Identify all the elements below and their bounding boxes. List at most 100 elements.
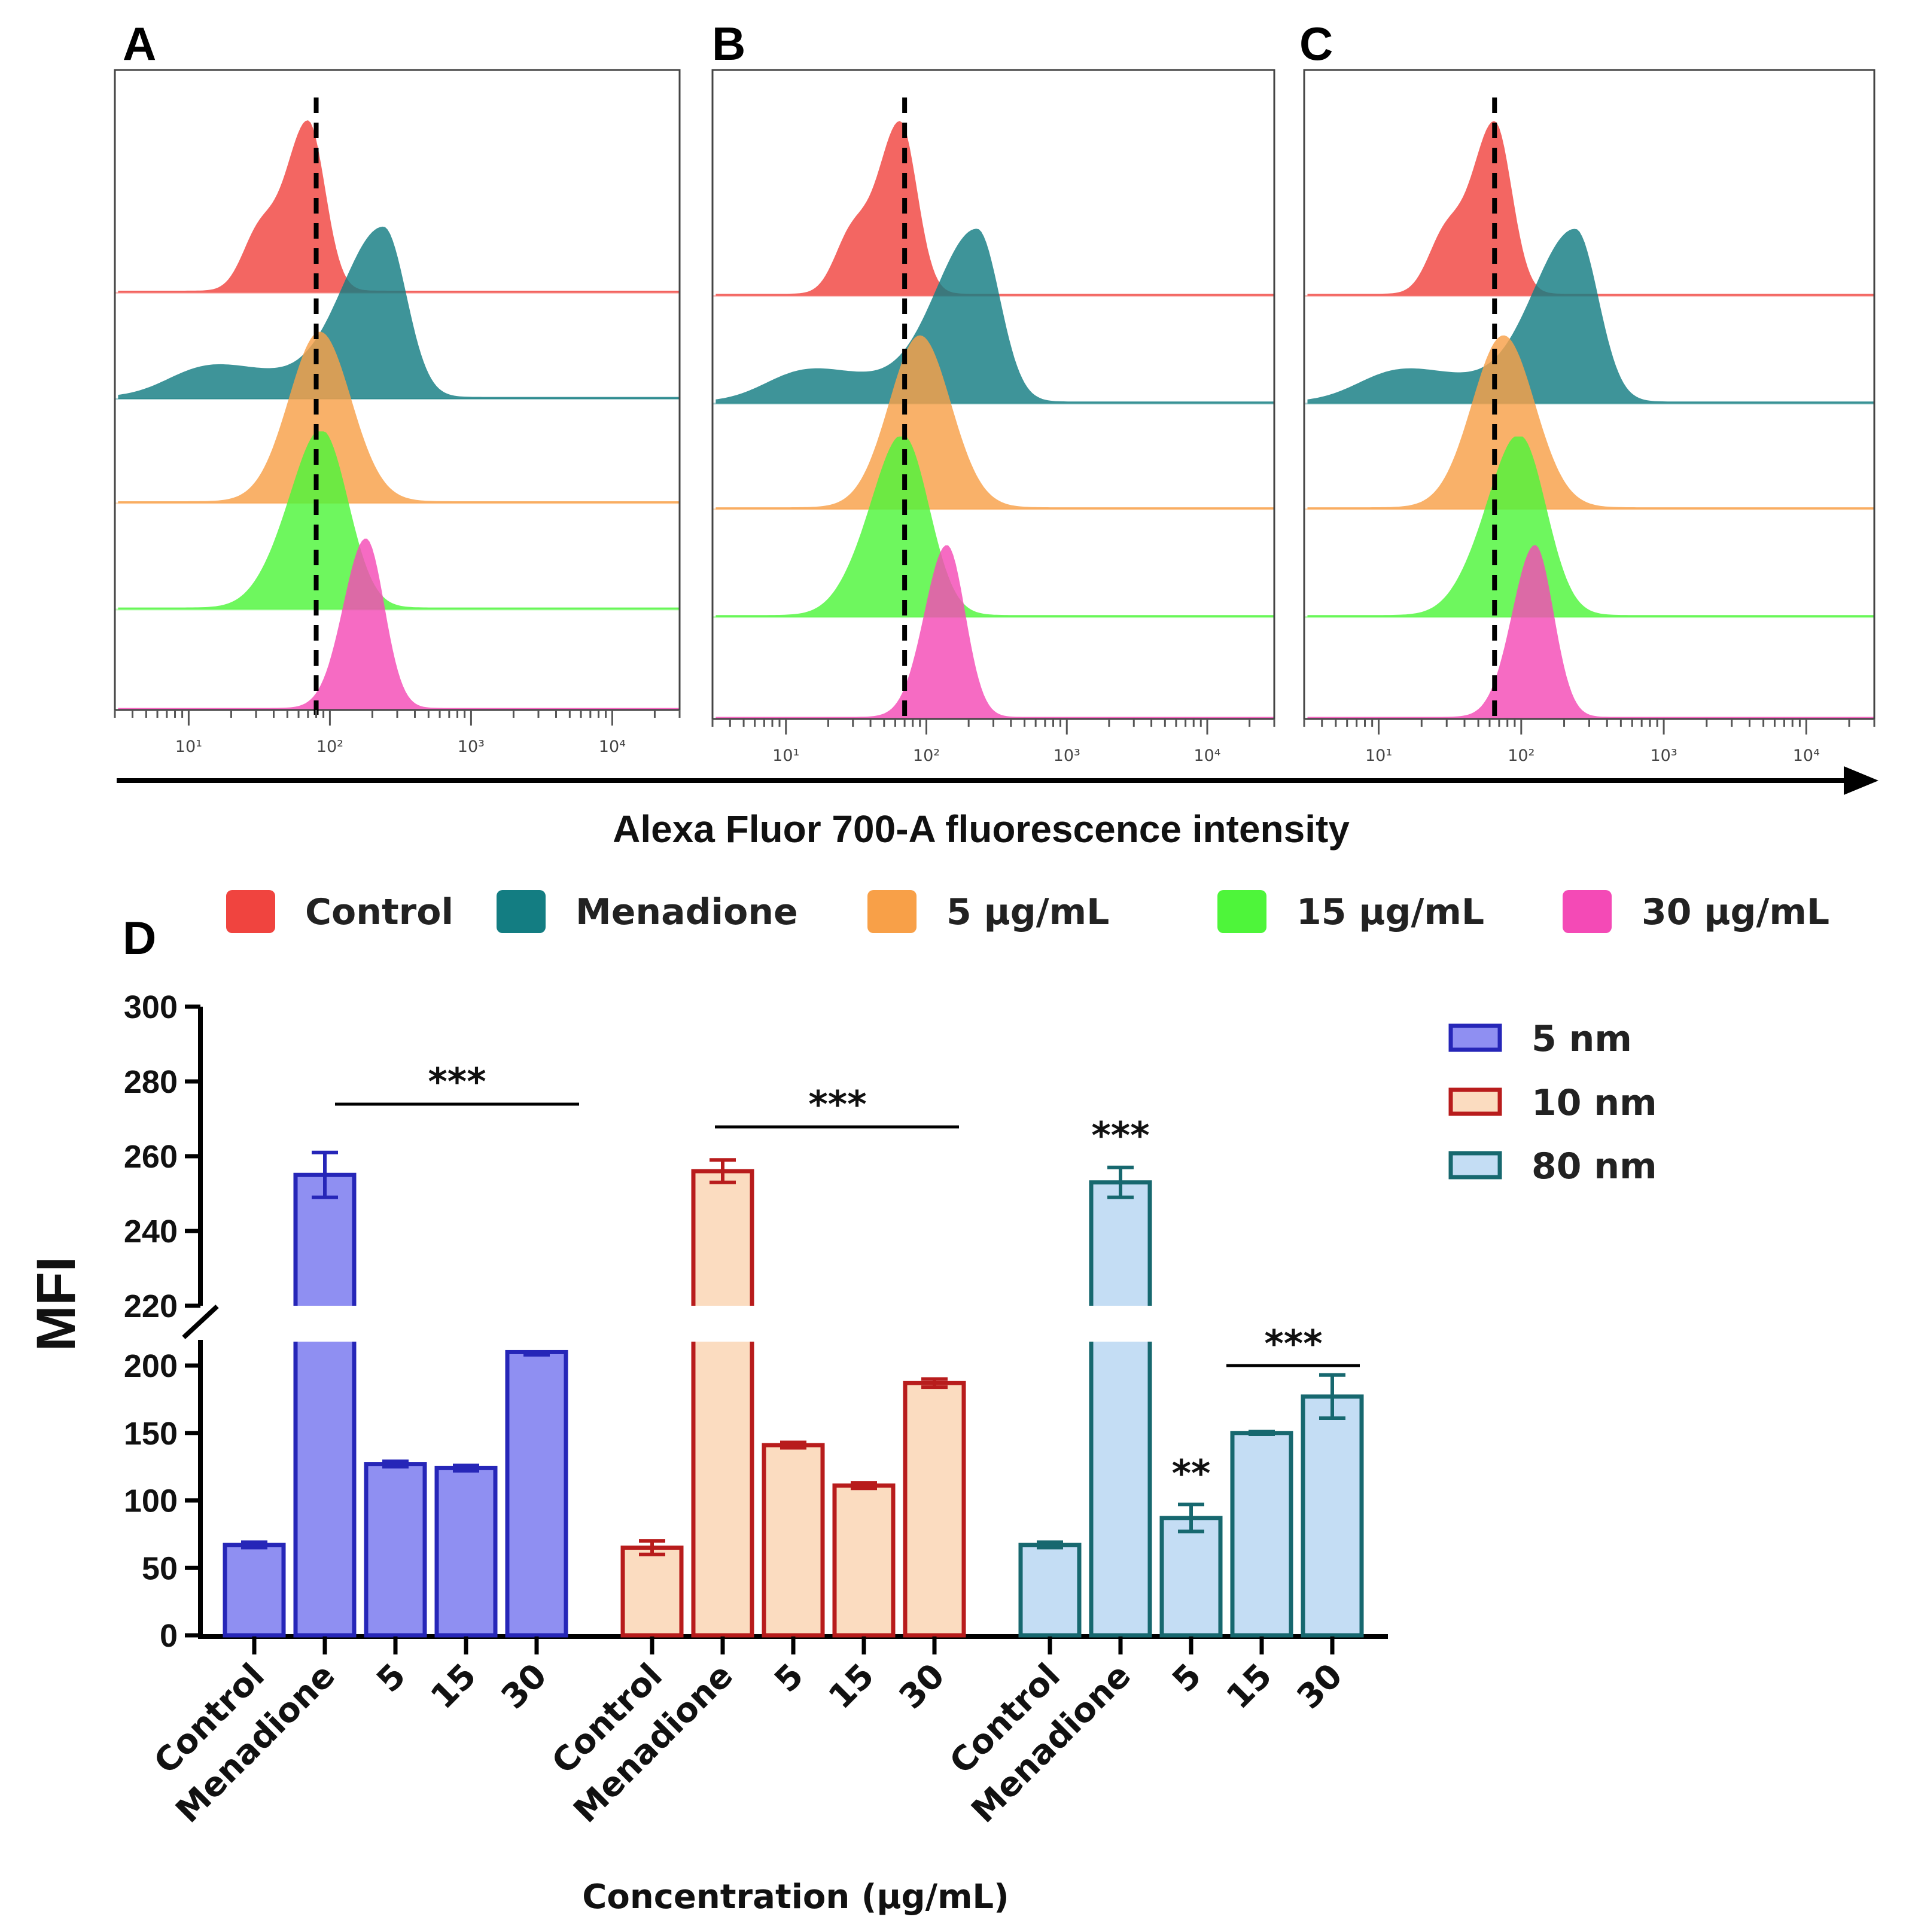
x-tick-label: 10¹ (772, 746, 799, 765)
histogram-menadione (1307, 228, 1874, 404)
bar-legend-label: 5 nm (1532, 1018, 1632, 1060)
y-tick-label: 280 (124, 1064, 178, 1100)
x-category-label: 5 (767, 1656, 811, 1701)
legend-swatch (1217, 890, 1266, 933)
axis-break-mark (182, 1305, 219, 1339)
bar (505, 1349, 568, 1638)
histogram-control (118, 120, 680, 293)
panel-label: B (712, 17, 745, 70)
x-tick-label: 10³ (458, 738, 485, 756)
legend-swatch (1563, 890, 1612, 933)
significance-annotation: *** (1091, 1114, 1149, 1157)
y-tick-label: 50 (142, 1550, 178, 1586)
bar-legend-swatch (1448, 1151, 1502, 1180)
bar (293, 1172, 357, 1638)
bar-axis-break-gap (1088, 1306, 1153, 1342)
bar-axis-break-gap (690, 1306, 756, 1342)
shared-x-axis-title: Alexa Fluor 700-A fluorescence intensity (613, 807, 1350, 851)
x-tick-label: 10² (1508, 746, 1534, 765)
histogram-15-g-ml (715, 436, 1274, 617)
y-tick-label: 220 (124, 1288, 178, 1324)
bar-legend-label: 10 nm (1532, 1082, 1657, 1124)
panel-label: D (123, 912, 156, 964)
bar (620, 1545, 684, 1638)
y-tick-label: 150 (124, 1416, 178, 1452)
legend-item: Menadione (497, 890, 798, 933)
x-tick-label: 10² (913, 746, 940, 765)
significance-stars: ** (1172, 1452, 1211, 1495)
x-tick-label: 10¹ (1365, 746, 1392, 765)
legend-label: 30 μg/mL (1642, 891, 1829, 933)
legend-label: Menadione (576, 891, 798, 933)
x-tick-label: 10³ (1054, 746, 1080, 765)
significance-stars: *** (428, 1060, 486, 1104)
panel-label: A (123, 17, 156, 70)
significance-annotation: *** (1226, 1322, 1360, 1367)
x-tick-label: 10² (316, 738, 343, 756)
histogram-panels: A 10¹ 10² 10³ 10⁴ B 10¹ 10² 10³ 10⁴ C 10¹ 10² 10³ 10⁴ (114, 17, 1875, 765)
legend-label: 15 μg/mL (1296, 891, 1484, 933)
bar-legend-item: 80 nm (1448, 1145, 1657, 1187)
legend-item: 15 μg/mL (1217, 890, 1484, 933)
significance-stars: *** (808, 1083, 866, 1126)
x-category-label: 5 (369, 1656, 413, 1701)
histogram-30-g-ml (118, 538, 680, 710)
x-category-label: 30 (1290, 1656, 1350, 1717)
bar (762, 1443, 825, 1638)
histogram-30-g-ml (715, 545, 1274, 719)
legend-swatch (867, 890, 917, 933)
axis-arrow-head (1844, 766, 1878, 795)
significance-stars: *** (1091, 1114, 1149, 1157)
bar (832, 1483, 896, 1638)
y-axis-title: MFI (26, 1257, 87, 1351)
histogram-30-g-ml (1307, 545, 1874, 719)
x-tick-label: 10⁴ (1793, 746, 1820, 765)
histogram-control (1307, 121, 1874, 296)
legend-item: Control (226, 890, 453, 933)
bar (434, 1465, 498, 1638)
bar (1301, 1394, 1364, 1638)
y-tick-label: 300 (124, 989, 178, 1025)
y-tick-label: 0 (160, 1618, 178, 1654)
x-tick-label: 10¹ (175, 738, 202, 756)
significance-stars: *** (1264, 1322, 1322, 1366)
histogram-legend: Control Menadione 5 μg/mL 15 μg/mL 30 μg/mL (226, 890, 1829, 933)
bar (1018, 1543, 1082, 1638)
x-axis-title: Concentration (μg/mL) (582, 1878, 1009, 1916)
y-tick-label: 200 (124, 1348, 178, 1384)
bar-chart-panel-d: D050100150200220240260280300MFIControlMe… (26, 912, 1657, 1916)
legend-swatch (226, 890, 275, 933)
x-tick-label: 10⁴ (1193, 746, 1220, 765)
x-category-label: 5 (1165, 1656, 1209, 1701)
histogram-15-g-ml (1307, 436, 1874, 617)
x-category-label: 30 (892, 1656, 952, 1717)
histogram-15-g-ml (118, 431, 680, 610)
histogram-panel-a: A 10¹ 10² 10³ 10⁴ (114, 17, 681, 756)
shared-x-axis: Alexa Fluor 700-A fluorescence intensity (117, 766, 1878, 851)
legend-label: 5 μg/mL (946, 891, 1109, 933)
bar (691, 1169, 754, 1638)
legend-item: 5 μg/mL (867, 890, 1109, 933)
x-category-label: 15 (1219, 1656, 1280, 1717)
legend-item: 30 μg/mL (1563, 890, 1829, 933)
significance-annotation: *** (335, 1060, 579, 1106)
panel-label: C (1299, 17, 1333, 70)
histogram-panel-c: C 10¹ 10² 10³ 10⁴ (1299, 17, 1875, 765)
x-category-label: 15 (424, 1656, 484, 1717)
bar-legend-swatch (1448, 1023, 1502, 1052)
x-tick-label: 10⁴ (599, 738, 626, 756)
bar-legend-label: 80 nm (1532, 1145, 1657, 1187)
bar (223, 1543, 286, 1638)
bar (1230, 1431, 1293, 1638)
legend-swatch (497, 890, 546, 933)
histogram-panel-b: B 10¹ 10² 10³ 10⁴ (711, 17, 1275, 765)
x-category-label: 15 (821, 1656, 882, 1717)
significance-annotation: ** (1172, 1452, 1211, 1495)
bar (903, 1381, 966, 1638)
histogram-menadione (118, 226, 680, 399)
histogram-menadione (715, 228, 1274, 404)
bar (1089, 1180, 1152, 1638)
